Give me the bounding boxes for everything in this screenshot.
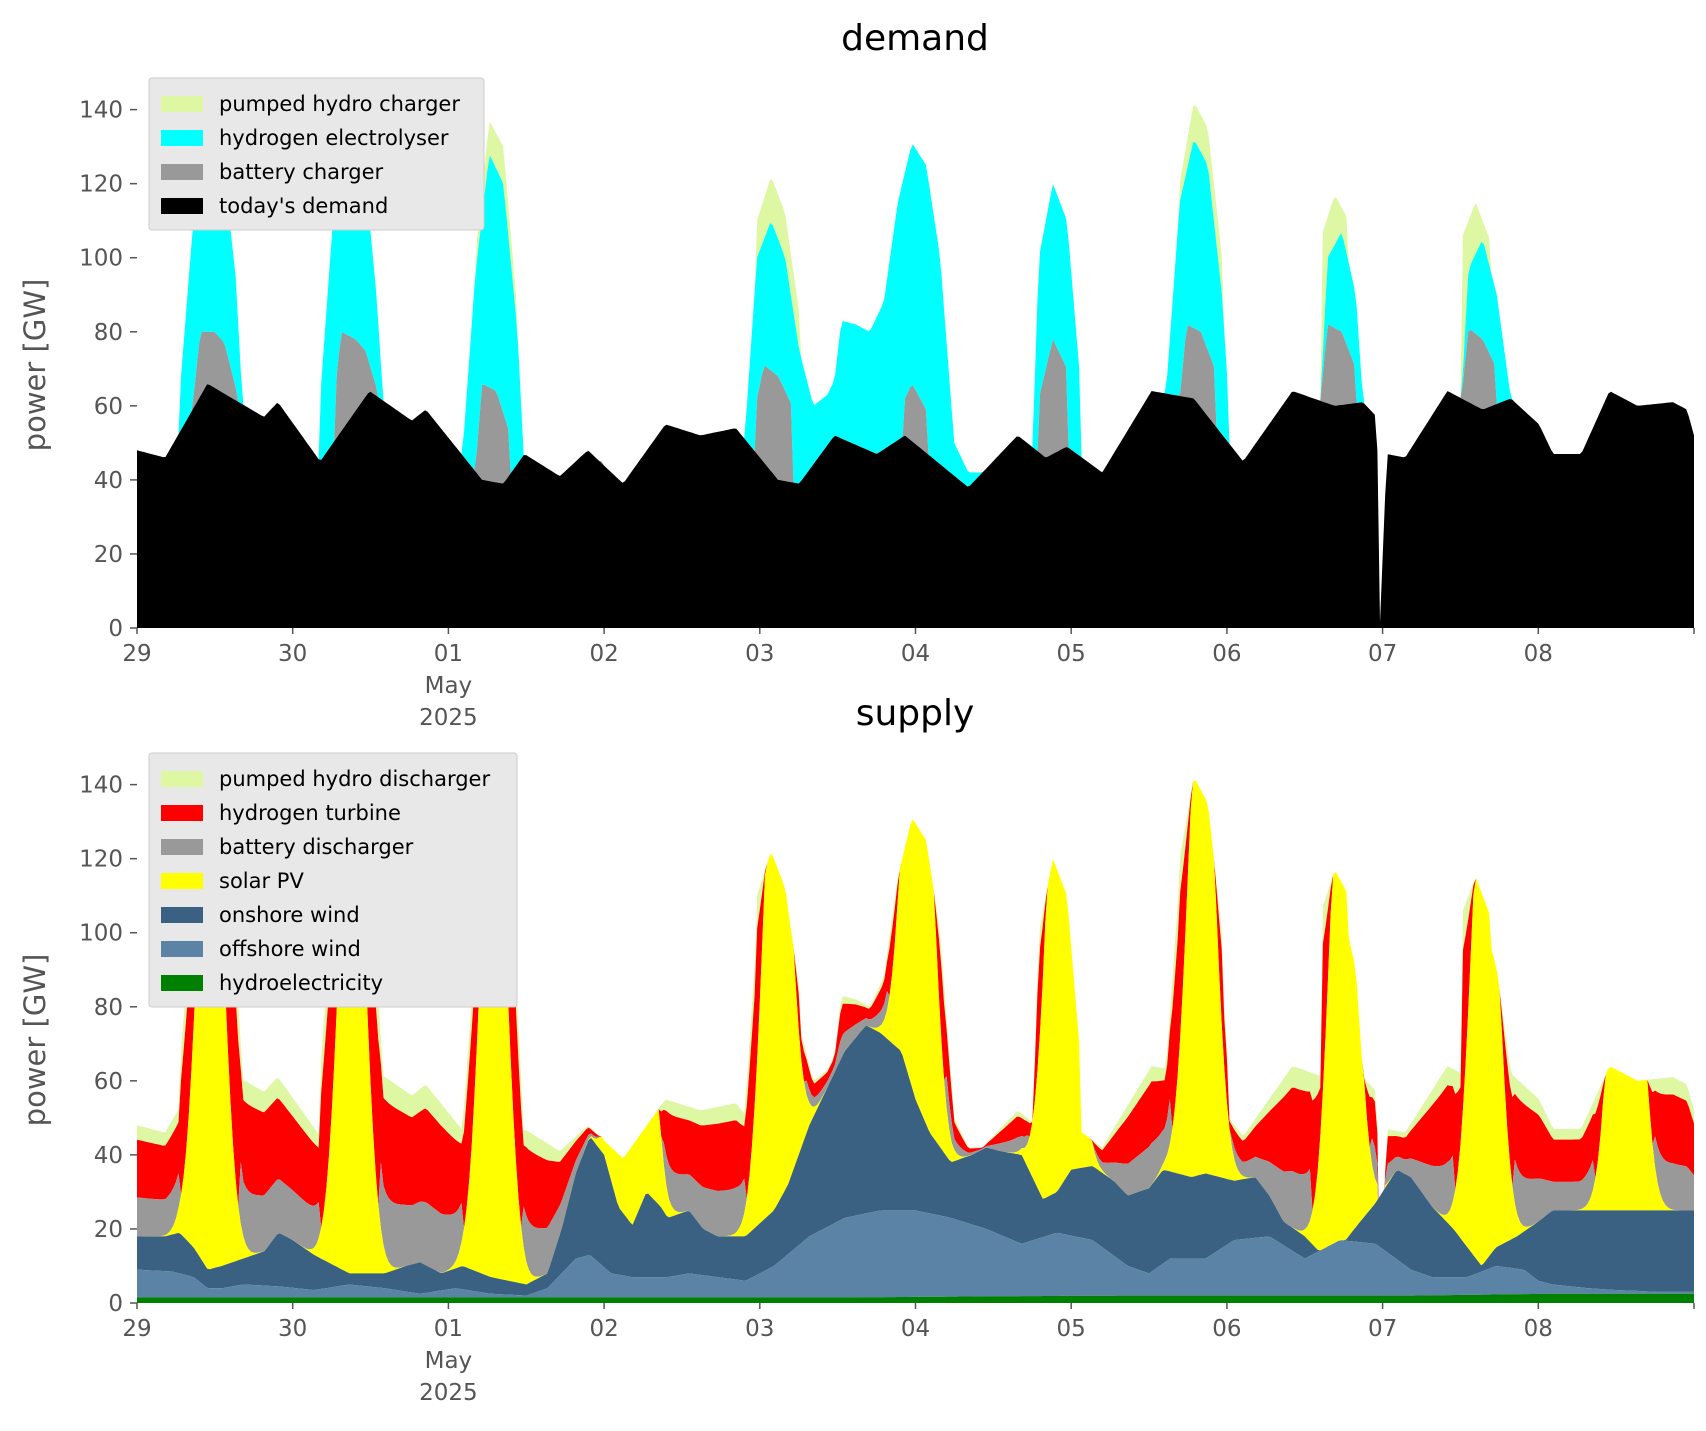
demand-ylabel: power [GW] bbox=[18, 279, 52, 452]
legend-label-battery-discharger: battery discharger bbox=[219, 835, 414, 859]
demand-y-ticks: 0 20 40 60 80 100 120 140 bbox=[79, 98, 137, 642]
x-tick-label: 06 bbox=[1212, 1316, 1241, 1342]
y-tick-label: 140 bbox=[79, 98, 123, 124]
legend-label-hydrogen-electrolyser: hydrogen electrolyser bbox=[219, 126, 449, 150]
x-tick-label: 03 bbox=[745, 1316, 774, 1342]
legend-label-offshore-wind: offshore wind bbox=[219, 937, 361, 961]
y-tick-label: 0 bbox=[108, 1291, 123, 1317]
legend-box bbox=[148, 752, 518, 1008]
y-tick-label: 80 bbox=[94, 995, 123, 1021]
x-tick-label: 30 bbox=[278, 1316, 307, 1342]
x-tick-label: 01 bbox=[434, 641, 463, 667]
x-tick-label: 07 bbox=[1368, 1316, 1397, 1342]
legend-label-today-s-demand: today's demand bbox=[219, 194, 388, 218]
legend-swatch-pumped-hydro-discharger bbox=[161, 771, 203, 787]
y-tick-label: 80 bbox=[94, 320, 123, 346]
x-tick-label: 03 bbox=[745, 641, 774, 667]
legend-swatch-pumped-hydro-charger bbox=[161, 96, 203, 112]
y-tick-label: 120 bbox=[79, 847, 123, 873]
supply-areas bbox=[137, 776, 1694, 1303]
legend-swatch-battery-discharger bbox=[161, 839, 203, 855]
legend-swatch-offshore-wind bbox=[161, 941, 203, 957]
demand-areas bbox=[137, 101, 1694, 628]
y-tick-label: 60 bbox=[94, 1069, 123, 1095]
area-hydrogen-turbine bbox=[137, 776, 1694, 1298]
x-tick-label: 05 bbox=[1057, 1316, 1086, 1342]
legend-swatch-today-s-demand bbox=[161, 198, 203, 214]
supply-legend: pumped hydro discharger hydrogen turbine b… bbox=[148, 752, 518, 1008]
x-tick-sublabel: 2025 bbox=[419, 705, 478, 731]
supply-y-ticks: 0 20 40 60 80 100 120 140 bbox=[79, 773, 137, 1317]
demand-legend: pumped hydro charger hydrogen electrolyse… bbox=[148, 77, 485, 231]
legend-label-onshore-wind: onshore wind bbox=[219, 903, 360, 927]
legend-label-pumped-hydro-discharger: pumped hydro discharger bbox=[219, 767, 490, 791]
legend-swatch-hydrogen-turbine bbox=[161, 805, 203, 821]
y-tick-label: 120 bbox=[79, 172, 123, 198]
y-tick-label: 20 bbox=[94, 1217, 123, 1243]
x-tick-label: 07 bbox=[1368, 641, 1397, 667]
area-hydroelectricity bbox=[137, 1293, 1694, 1303]
y-tick-label: 100 bbox=[79, 246, 123, 272]
legend-swatch-hydrogen-electrolyser bbox=[161, 130, 203, 146]
area-today-s-demand bbox=[137, 384, 1694, 628]
x-tick-label: 05 bbox=[1057, 641, 1086, 667]
x-tick-sublabel: May bbox=[425, 673, 473, 699]
area-solar-pv bbox=[137, 776, 1694, 1298]
x-tick-label: 04 bbox=[901, 1316, 930, 1342]
y-tick-label: 20 bbox=[94, 542, 123, 568]
x-tick-label: 29 bbox=[122, 641, 151, 667]
x-tick-label: 01 bbox=[434, 1316, 463, 1342]
x-tick-label: 02 bbox=[589, 1316, 618, 1342]
legend-label-hydroelectricity: hydroelectricity bbox=[219, 971, 383, 995]
legend-box bbox=[148, 77, 485, 231]
x-tick-label: 08 bbox=[1524, 1316, 1553, 1342]
legend-label-hydrogen-turbine: hydrogen turbine bbox=[219, 801, 401, 825]
y-tick-label: 40 bbox=[94, 468, 123, 494]
y-tick-label: 40 bbox=[94, 1143, 123, 1169]
x-tick-label: 30 bbox=[278, 641, 307, 667]
area-onshore-wind bbox=[137, 1025, 1694, 1296]
area-offshore-wind bbox=[137, 1210, 1694, 1298]
supply-ylabel: power [GW] bbox=[18, 954, 52, 1127]
y-tick-label: 100 bbox=[79, 921, 123, 947]
legend-swatch-battery-charger bbox=[161, 164, 203, 180]
x-tick-sublabel: May bbox=[425, 1348, 473, 1374]
demand-title: demand bbox=[841, 18, 989, 59]
legend-swatch-solar-pv bbox=[161, 873, 203, 889]
x-tick-sublabel: 2025 bbox=[419, 1380, 478, 1406]
x-tick-label: 29 bbox=[122, 1316, 151, 1342]
y-tick-label: 140 bbox=[79, 773, 123, 799]
demand-x-ticks: 29 30 01 May 2025 02 03 04 05 06 07 08 bbox=[122, 628, 1695, 731]
x-tick-label: 04 bbox=[901, 641, 930, 667]
y-tick-label: 60 bbox=[94, 394, 123, 420]
x-tick-label: 08 bbox=[1524, 641, 1553, 667]
legend-swatch-onshore-wind bbox=[161, 907, 203, 923]
legend-swatch-hydroelectricity bbox=[161, 975, 203, 991]
supply-title: supply bbox=[856, 693, 975, 734]
x-tick-label: 06 bbox=[1212, 641, 1241, 667]
y-tick-label: 0 bbox=[108, 616, 123, 642]
legend-label-pumped-hydro-charger: pumped hydro charger bbox=[219, 92, 460, 116]
area-hydrogen-electrolyser bbox=[137, 112, 1694, 623]
supply-x-ticks: 29 30 01 May 2025 02 03 04 05 06 07 08 bbox=[122, 1303, 1695, 1406]
legend-label-solar-pv: solar PV bbox=[219, 869, 304, 893]
x-tick-label: 02 bbox=[589, 641, 618, 667]
legend-label-battery-charger: battery charger bbox=[219, 160, 384, 184]
